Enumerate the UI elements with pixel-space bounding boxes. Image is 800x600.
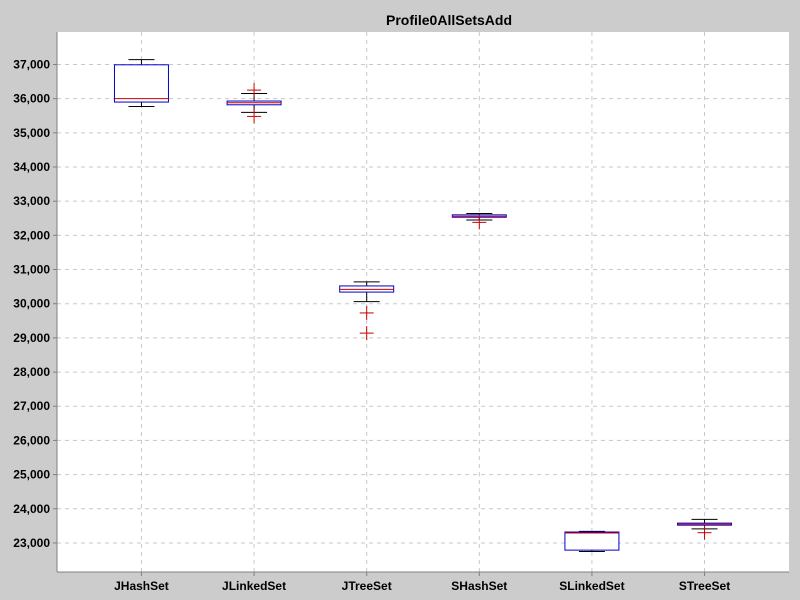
y-axis-ticks: 23,000 24,000 25,000 26,000 27,000 28,000 29,0… <box>13 57 57 550</box>
box-slinkedset <box>564 530 620 552</box>
plot-area <box>57 32 789 572</box>
y-tick-label: 25,000 <box>13 468 50 482</box>
y-tick-label: 35,000 <box>13 126 50 140</box>
x-tick-label: SHashSet <box>451 579 507 593</box>
box-jtreeset <box>339 281 395 341</box>
box-jhashset <box>113 59 169 108</box>
y-tick-label: 37,000 <box>13 57 50 71</box>
x-tick-label: STreeSet <box>679 579 730 593</box>
box-series <box>113 59 733 552</box>
y-tick-label: 23,000 <box>13 536 50 550</box>
iqr-box <box>564 531 620 551</box>
y-tick-label: 34,000 <box>13 160 50 174</box>
x-tick-label: JTreeSet <box>342 579 392 593</box>
y-tick-label: 32,000 <box>13 228 50 242</box>
box-shashset <box>451 212 507 230</box>
box-streeset <box>677 518 733 540</box>
iqr-box <box>113 64 169 103</box>
x-tick-label: JHashSet <box>114 579 169 593</box>
y-tick-label: 24,000 <box>13 502 50 516</box>
y-tick-label: 26,000 <box>13 433 50 447</box>
x-tick-label: SLinkedSet <box>559 579 624 593</box>
y-tick-label: 27,000 <box>13 399 50 413</box>
y-tick-label: 31,000 <box>13 263 50 277</box>
chart-title: Profile0AllSetsAdd <box>386 12 512 28</box>
y-tick-label: 36,000 <box>13 92 50 106</box>
x-axis-ticks: JHashSet JLinkedSet JTreeSet SHashSet SLinke… <box>114 572 730 593</box>
axes <box>56 32 789 573</box>
y-tick-label: 29,000 <box>13 331 50 345</box>
box-jlinkedset <box>226 83 282 124</box>
y-tick-label: 28,000 <box>13 365 50 379</box>
y-tick-label: 33,000 <box>13 194 50 208</box>
y-tick-label: 30,000 <box>13 297 50 311</box>
x-tick-label: JLinkedSet <box>222 579 286 593</box>
